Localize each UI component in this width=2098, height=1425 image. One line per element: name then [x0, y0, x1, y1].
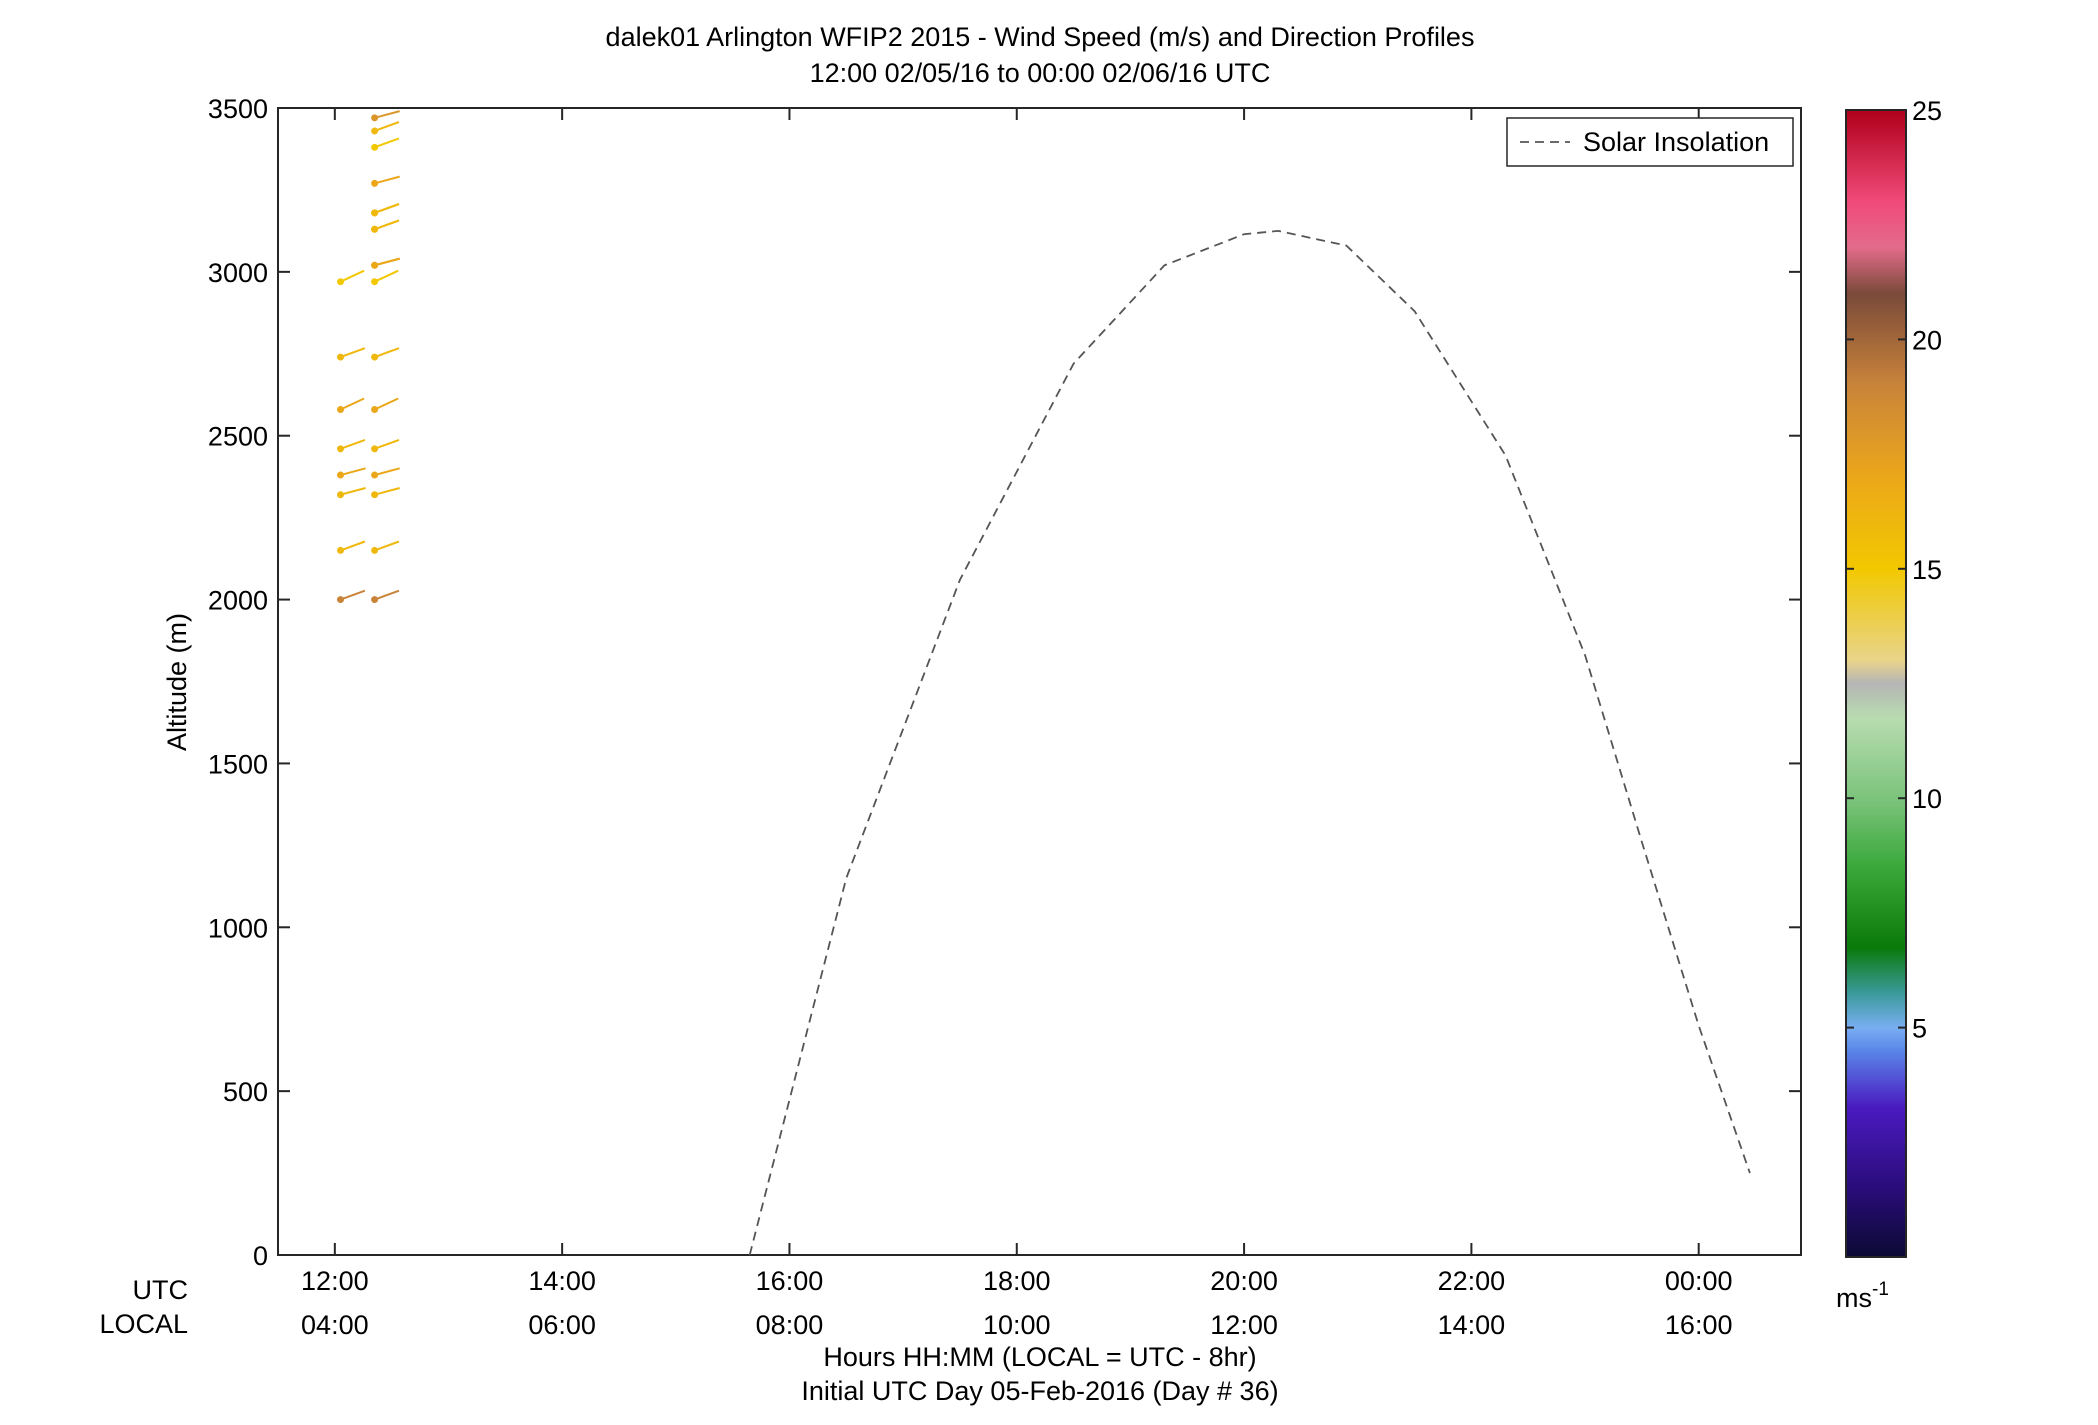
x-tick-label-utc: 12:00: [301, 1266, 369, 1296]
plot-area: [277, 107, 1802, 1256]
wind-barb-shaft: [340, 438, 366, 450]
y-tick-label: 2000: [208, 586, 268, 616]
wind-barb-dot: [371, 261, 379, 269]
y-tick-label: 1500: [208, 749, 268, 779]
x-tick-label-local: 12:00: [1210, 1310, 1278, 1340]
wind-barb-shaft: [374, 487, 400, 496]
x-tick-label-utc: 20:00: [1210, 1266, 1278, 1296]
y-tick-label: 0: [253, 1241, 268, 1271]
wind-barb-dot: [337, 278, 345, 286]
wind-barb-shaft: [374, 467, 400, 477]
wind-barb-dot: [337, 546, 345, 554]
wind-barb-shaft: [340, 467, 366, 477]
colorbar-tick-label: 15: [1912, 555, 1942, 585]
utc-row-label: UTC: [133, 1275, 189, 1305]
wind-barb-dot: [371, 471, 379, 479]
wind-barb-dot: [337, 471, 345, 479]
colorbar-unit: ms-1: [1836, 1279, 1889, 1313]
wind-barb-dot: [371, 179, 379, 187]
x-tick-label-utc: 14:00: [528, 1266, 596, 1296]
wind-barb-shaft: [374, 438, 400, 450]
wind-barb-shaft: [374, 347, 400, 359]
x-tick-label-local: 04:00: [301, 1310, 369, 1340]
wind-barb-dot: [337, 445, 345, 453]
wind-barb-shaft: [374, 589, 400, 601]
wind-barb-shaft: [374, 110, 400, 119]
colorbar-tick-label: 10: [1912, 784, 1942, 814]
wind-barb-shaft: [374, 121, 400, 132]
wind-barb-dot: [371, 546, 379, 554]
y-tick-label: 3000: [208, 258, 268, 288]
wind-barb-shaft: [374, 540, 400, 552]
chart-title-line1: dalek01 Arlington WFIP2 2015 - Wind Spee…: [606, 22, 1475, 52]
x-tick-label-local: 10:00: [983, 1310, 1051, 1340]
y-tick-label: 1000: [208, 913, 268, 943]
colorbar-tick-label: 5: [1912, 1014, 1927, 1044]
y-axis-ticks: 0 500 1000 1500 2000 2500 3000 3500: [208, 94, 1801, 1271]
wind-barb-dot: [371, 127, 379, 135]
colorbar-gradient: [1845, 109, 1907, 1258]
wind-barb-dot: [371, 405, 379, 413]
wind-barb-dot: [371, 353, 379, 361]
colorbar-ticks: 5 10 15 20 25: [1846, 96, 1942, 1044]
wind-barb-shaft: [340, 487, 366, 496]
wind-barbs-layer: [337, 110, 400, 604]
wind-barb-dot: [371, 225, 379, 233]
wind-barb-shaft: [340, 397, 365, 411]
x-tick-label-local: 06:00: [528, 1310, 596, 1340]
wind-barb-dot: [337, 491, 345, 499]
y-axis-label: Altitude (m): [162, 613, 192, 751]
wind-barb-dot: [371, 114, 379, 122]
x-tick-label-utc: 18:00: [983, 1266, 1051, 1296]
local-row-label: LOCAL: [99, 1309, 188, 1339]
colorbar-tick-label: 25: [1912, 96, 1942, 126]
x-tick-label-local: 16:00: [1665, 1310, 1733, 1340]
x-tick-label-utc: 16:00: [756, 1266, 824, 1296]
wind-barb-dot: [371, 596, 379, 604]
wind-barb-shaft: [340, 540, 366, 552]
wind-barb-shaft: [340, 589, 366, 601]
wind-barb-shaft: [374, 137, 400, 149]
x-axis-ticks: 12:00 04:00 14:00 06:00 16:00 08:00 18:00 10:00…: [301, 108, 1732, 1340]
x-axis-label-line2: Initial UTC Day 05-Feb-2016 (Day # 36): [801, 1376, 1278, 1406]
wind-barb-shaft: [374, 219, 400, 231]
wind-barb-dot: [371, 278, 379, 286]
wind-barb-shaft: [374, 203, 400, 214]
wind-barb-dot: [337, 596, 345, 604]
wind-barb-dot: [337, 353, 345, 361]
wind-barb-shaft: [374, 269, 399, 283]
x-tick-label-local: 08:00: [756, 1310, 824, 1340]
wind-barb-dot: [371, 209, 379, 217]
y-tick-label: 500: [223, 1077, 268, 1107]
colorbar-unit-exponent: -1: [1872, 1279, 1889, 1300]
colorbar-tick-label: 20: [1912, 325, 1942, 355]
wind-barb-dot: [337, 405, 345, 413]
x-tick-label-local: 14:00: [1438, 1310, 1506, 1340]
chart-title-line2: 12:00 02/05/16 to 00:00 02/06/16 UTC: [810, 58, 1271, 88]
wind-barb-shaft: [374, 175, 400, 185]
wind-barb-shaft: [374, 257, 400, 267]
legend-label: Solar Insolation: [1583, 127, 1769, 157]
x-tick-label-utc: 22:00: [1438, 1266, 1506, 1296]
wind-barb-dot: [371, 445, 379, 453]
wind-barb-dot: [371, 491, 379, 499]
legend: Solar Insolation: [1506, 117, 1794, 167]
colorbar: 5 10 15 20 25 ms-1: [1836, 96, 1942, 1313]
wind-barb-shaft: [340, 347, 366, 359]
colorbar-unit-base: ms: [1836, 1283, 1872, 1313]
y-tick-label: 2500: [208, 422, 268, 452]
x-tick-label-utc: 00:00: [1665, 1266, 1733, 1296]
wind-barb-shaft: [340, 269, 365, 283]
wind-barb-dot: [371, 143, 379, 151]
wind-barb-shaft: [374, 397, 399, 411]
x-axis-label-line1: Hours HH:MM (LOCAL = UTC - 8hr): [823, 1342, 1256, 1372]
y-tick-label: 3500: [208, 94, 268, 124]
